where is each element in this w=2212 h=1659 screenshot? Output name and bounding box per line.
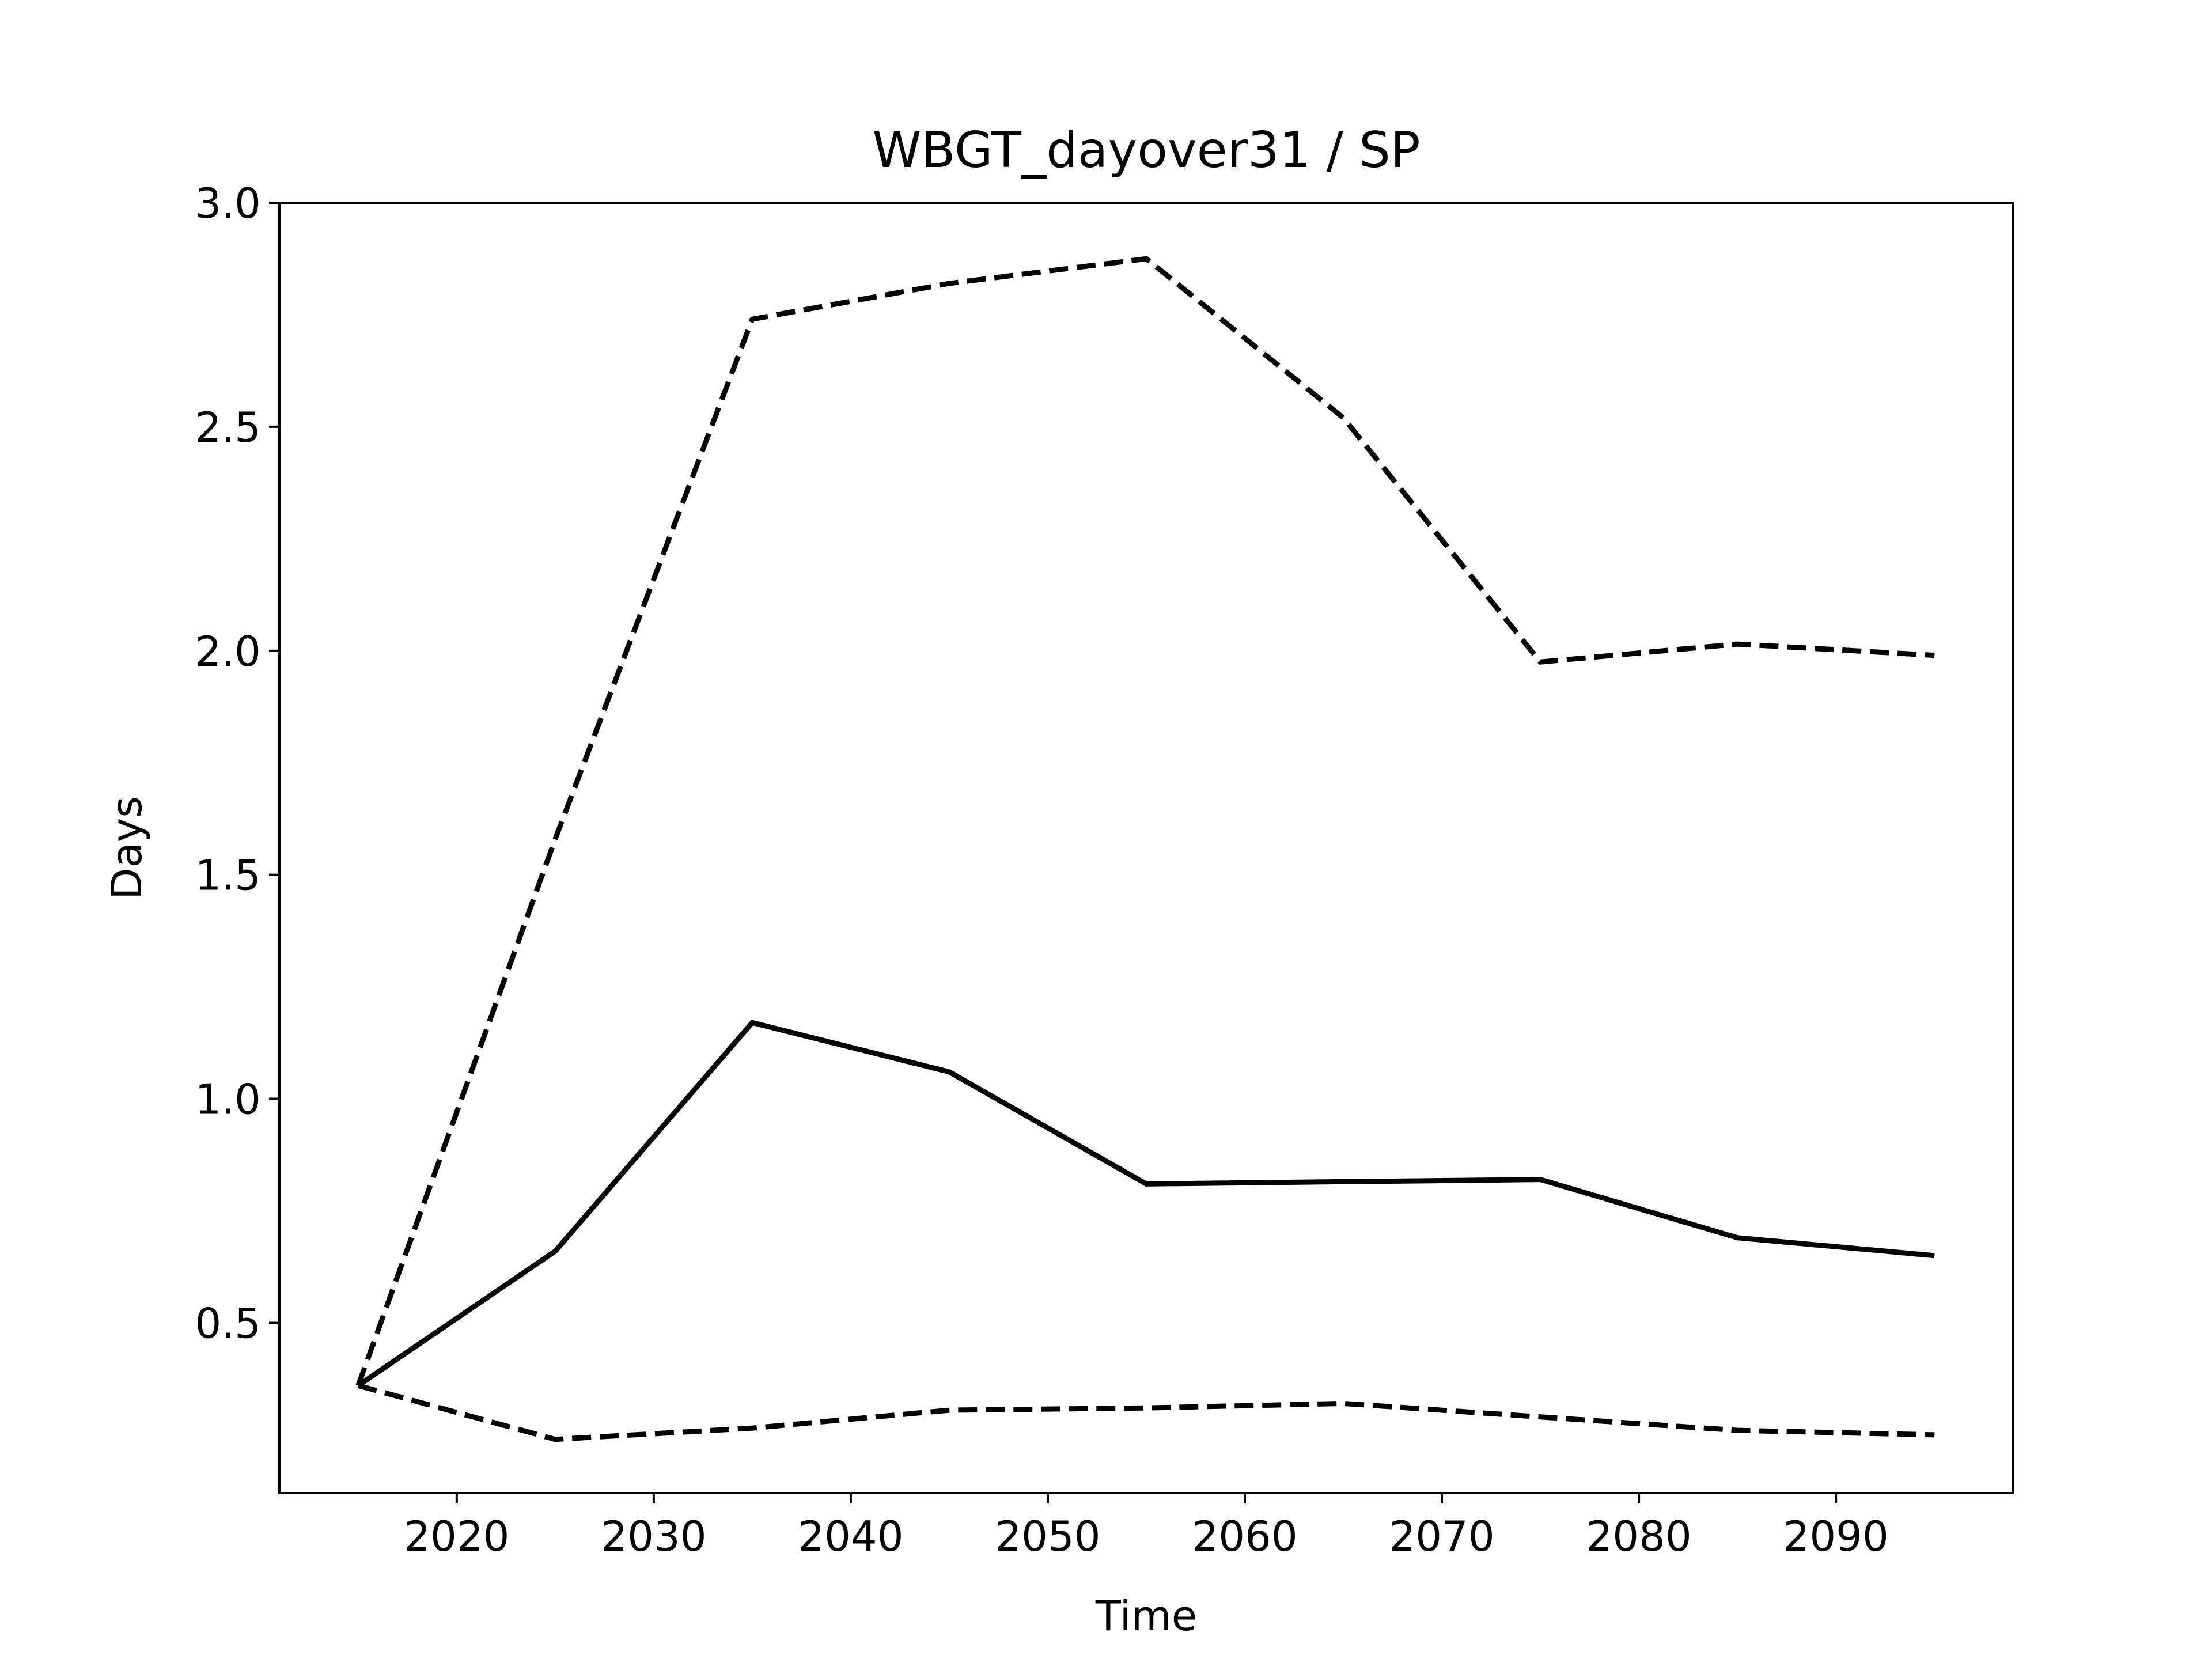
y-tick-label: 2.5 <box>195 403 261 452</box>
x-axis-label: Time <box>1095 1592 1197 1640</box>
x-tick-label: 2070 <box>1389 1512 1494 1560</box>
series-line-1 <box>357 1020 1935 1388</box>
plot-frame <box>278 202 2014 1494</box>
y-tick-label: 3.0 <box>195 179 261 228</box>
x-tick-label: 2040 <box>798 1512 903 1560</box>
series-line-2 <box>355 256 1935 1387</box>
chart-title: WBGT_dayover31 / SP <box>872 122 1420 179</box>
y-tick-label: 2.0 <box>195 627 261 676</box>
y-axis-label: Days <box>103 796 151 900</box>
x-tick-label: 2020 <box>404 1512 509 1560</box>
y-tick-label: 1.5 <box>195 851 261 900</box>
y-tick-label: 1.0 <box>195 1075 261 1124</box>
x-tick-label: 2060 <box>1192 1512 1297 1560</box>
x-tick-label: 2090 <box>1783 1512 1889 1560</box>
x-tick-label: 2030 <box>601 1512 706 1560</box>
x-tick-label: 2050 <box>995 1512 1100 1560</box>
y-axis: 0.5 1.0 1.5 2.0 2.5 3.0 <box>195 179 279 1347</box>
series-layer <box>355 256 1935 1442</box>
x-axis: 2020 2030 2040 2050 2060 2070 2080 2090 <box>404 1493 1889 1560</box>
y-tick-label: 0.5 <box>195 1299 261 1347</box>
x-tick-label: 2080 <box>1586 1512 1691 1560</box>
